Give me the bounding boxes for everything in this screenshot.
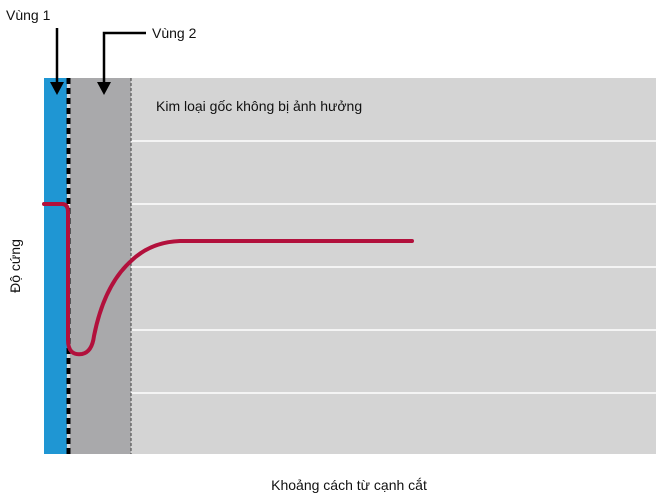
gridlines [44,140,656,394]
zone2-band [70,78,131,454]
base-metal-label: Kim loại gốc không bị ảnh hưởng [156,98,362,114]
zone1-band [44,78,67,454]
hardness-curve [42,202,414,357]
zone1-label: Vùng 1 [6,7,51,23]
x-axis-label: Khoảng cách từ cạnh cắt [271,477,427,493]
plot-background [44,78,656,454]
zone2-label: Vùng 2 [152,25,197,41]
zone1-arrow [50,28,64,95]
zone2-arrow [97,31,146,95]
y-axis-label: Độ cứng [7,239,23,293]
